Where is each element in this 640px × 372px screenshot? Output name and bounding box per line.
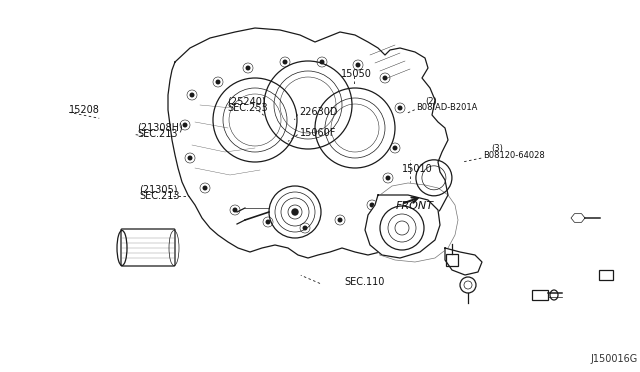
Text: SEC.110: SEC.110 — [344, 277, 385, 287]
Circle shape — [189, 93, 195, 97]
Circle shape — [202, 186, 207, 190]
Circle shape — [337, 218, 342, 222]
Text: SEC.213: SEC.213 — [138, 129, 178, 139]
Polygon shape — [168, 28, 448, 258]
Circle shape — [369, 202, 374, 208]
Text: 15050: 15050 — [341, 69, 372, 78]
Circle shape — [397, 106, 403, 110]
Text: 15010: 15010 — [402, 164, 433, 173]
Text: 22630D: 22630D — [300, 108, 338, 117]
Circle shape — [319, 60, 324, 64]
Text: B08IAD-B201A: B08IAD-B201A — [416, 103, 477, 112]
Text: (21308H): (21308H) — [138, 122, 183, 132]
Circle shape — [216, 80, 221, 84]
Circle shape — [266, 219, 271, 224]
Circle shape — [303, 225, 307, 231]
Text: SEC.213: SEC.213 — [140, 192, 180, 201]
Circle shape — [188, 155, 193, 160]
Text: (2): (2) — [426, 97, 437, 106]
Circle shape — [246, 65, 250, 71]
Circle shape — [383, 76, 387, 80]
Bar — [446, 254, 458, 266]
Circle shape — [355, 62, 360, 67]
Text: (3): (3) — [492, 144, 504, 153]
Text: B08120-64028: B08120-64028 — [483, 151, 545, 160]
Text: (21305): (21305) — [140, 185, 178, 195]
Polygon shape — [445, 248, 482, 275]
Text: J150016G: J150016G — [591, 354, 638, 364]
Circle shape — [392, 145, 397, 151]
Circle shape — [182, 122, 188, 128]
Circle shape — [282, 60, 287, 64]
Circle shape — [232, 208, 237, 212]
Circle shape — [385, 176, 390, 180]
Ellipse shape — [292, 209, 298, 215]
Text: FRONT: FRONT — [396, 202, 433, 211]
Text: 15060F: 15060F — [300, 128, 336, 138]
Text: 15208: 15208 — [69, 105, 100, 115]
Text: (25240): (25240) — [227, 96, 266, 106]
Text: SEC.253: SEC.253 — [227, 103, 268, 113]
Polygon shape — [365, 195, 440, 258]
